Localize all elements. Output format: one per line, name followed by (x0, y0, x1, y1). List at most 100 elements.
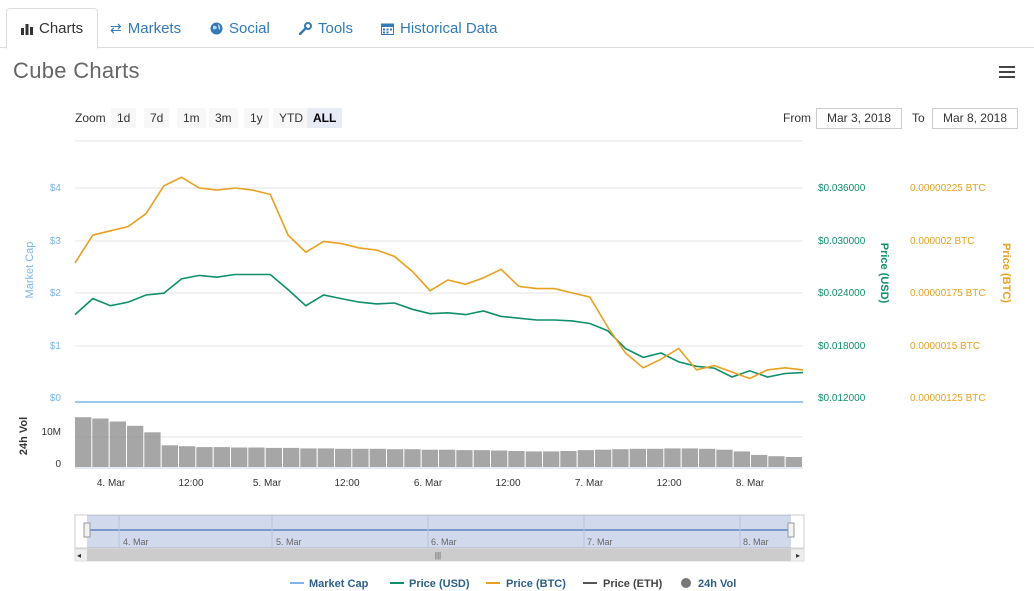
scroll-right-icon: ▸ (796, 551, 800, 560)
volume-bar (473, 450, 490, 467)
calendar-icon (381, 22, 394, 35)
navigator-scrollbar[interactable]: ||| ◂ ▸ (74, 548, 805, 562)
volume-bar (161, 445, 178, 467)
volume-bar (317, 448, 334, 467)
volume-bar (92, 418, 109, 467)
x-tick: 12:00 (495, 478, 520, 489)
price-btc-tick: 0.00000125 BTC (910, 393, 986, 404)
tab-historical-data[interactable]: Historical Data (367, 8, 512, 48)
volume-bars (75, 417, 802, 467)
volume-bar (127, 425, 144, 467)
legend-item-price-btc[interactable]: Price (BTC) (486, 578, 566, 590)
market-cap-tick: $3 (50, 236, 62, 247)
from-date-input[interactable]: Mar 3, 2018 (816, 108, 902, 129)
tab-label: Markets (127, 19, 182, 37)
volume-bar (456, 450, 473, 467)
zoom-3m-button[interactable]: 3m (209, 108, 238, 128)
tab-bar: Charts ⇄ Markets Social Tools Historical… (0, 0, 1034, 49)
scrollbar-thumb[interactable] (87, 549, 791, 561)
svg-text:Price (BTC): Price (BTC) (506, 578, 566, 590)
volume-bar (213, 447, 230, 467)
price-usd-tick: $0.012000 (818, 393, 866, 404)
market-cap-tick: $0 (50, 393, 62, 404)
zoom-label: Zoom (75, 111, 106, 125)
volume-bar (733, 451, 750, 467)
price-usd-tick: $0.036000 (818, 183, 866, 194)
from-label: From (783, 111, 811, 125)
series-lines (74, 176, 804, 403)
volume-bar (629, 448, 646, 467)
volume-bar (179, 446, 196, 467)
tab-label: Historical Data (400, 19, 498, 37)
series-line-price-btc (74, 176, 804, 380)
navigator-selection[interactable] (87, 515, 791, 548)
to-date-input[interactable]: Mar 8, 2018 (932, 108, 1018, 129)
tab-markets[interactable]: ⇄ Markets (96, 8, 195, 48)
volume-bar (231, 447, 248, 467)
volume-bar (508, 451, 525, 467)
price-usd-tick: $0.018000 (818, 341, 866, 352)
volume-bar (300, 448, 317, 467)
price-btc-tick: 0.00000225 BTC (910, 183, 986, 194)
volume-bar (525, 451, 542, 467)
volume-bar (335, 448, 352, 467)
price-btc-tick: 0.00000175 BTC (910, 288, 986, 299)
volume-bar (369, 448, 386, 467)
navigator-tick: 8. Mar (743, 537, 769, 547)
navigator[interactable]: 4. Mar 5. Mar 6. Mar 7. Mar 8. Mar (74, 514, 805, 549)
zoom-7d-button[interactable]: 7d (144, 108, 170, 128)
volume-bar (716, 449, 733, 467)
scroll-left-icon: ◂ (77, 551, 81, 560)
volume-bar (491, 450, 508, 467)
volume-axis-title: 24h Vol (18, 417, 30, 455)
x-tick: 12:00 (334, 478, 359, 489)
zoom-ytd-button[interactable]: YTD (273, 108, 309, 128)
legend: Market Cap Price (USD) Price (BTC) Price… (290, 578, 736, 590)
tab-label: Tools (318, 19, 354, 37)
wrench-icon (299, 21, 312, 35)
legend-item-price-eth[interactable]: Price (ETH) (583, 578, 663, 590)
tab-social[interactable]: Social (196, 8, 284, 48)
to-label: To (912, 111, 925, 125)
x-tick: 8. Mar (736, 478, 765, 489)
svg-text:Price (USD): Price (USD) (409, 578, 470, 590)
tab-label: Social (229, 19, 270, 37)
bar-chart-icon (21, 23, 33, 35)
x-tick: 5. Mar (253, 478, 282, 489)
volume-bar (577, 450, 594, 467)
tab-tools[interactable]: Tools (285, 8, 367, 48)
navigator-tick: 4. Mar (123, 537, 149, 547)
volume-tick: 10M (42, 427, 61, 438)
legend-item-market-cap[interactable]: Market Cap (290, 578, 369, 590)
hamburger-menu-icon[interactable] (999, 66, 1015, 78)
page-title: Cube Charts (13, 58, 140, 83)
market-cap-tick: $4 (50, 183, 62, 194)
svg-text:Price (ETH): Price (ETH) (603, 578, 663, 590)
price-btc-tick: 0.000002 BTC (910, 236, 975, 247)
volume-bar (75, 417, 92, 467)
volume-bar (647, 448, 664, 467)
zoom-1d-button[interactable]: 1d (111, 108, 137, 128)
price-btc-tick: 0.0000015 BTC (910, 341, 980, 352)
navigator-right-handle[interactable] (787, 522, 795, 538)
zoom-1m-button[interactable]: 1m (177, 108, 206, 128)
volume-tick: 0 (55, 459, 61, 470)
navigator-left-handle[interactable] (83, 522, 91, 538)
legend-item-24h-vol[interactable]: 24h Vol (681, 578, 736, 590)
x-tick: 4. Mar (97, 478, 126, 489)
zoom-1y-button[interactable]: 1y (244, 108, 269, 128)
zoom-all-button[interactable]: ALL (307, 108, 343, 128)
tab-charts[interactable]: Charts (6, 8, 99, 49)
volume-bar (560, 451, 577, 467)
volume-bar (387, 449, 404, 467)
volume-axis: 24h Vol 10M 0 (18, 417, 61, 470)
volume-bar (751, 454, 768, 467)
volume-bar (404, 449, 421, 467)
globe-icon (210, 22, 223, 35)
legend-item-price-usd[interactable]: Price (USD) (390, 578, 470, 590)
market-cap-tick: $2 (50, 288, 62, 299)
volume-bar (785, 457, 802, 467)
volume-bar (283, 447, 300, 467)
price-btc-axis-title: Price (BTC) (1000, 243, 1012, 303)
x-tick: 7. Mar (575, 478, 604, 489)
